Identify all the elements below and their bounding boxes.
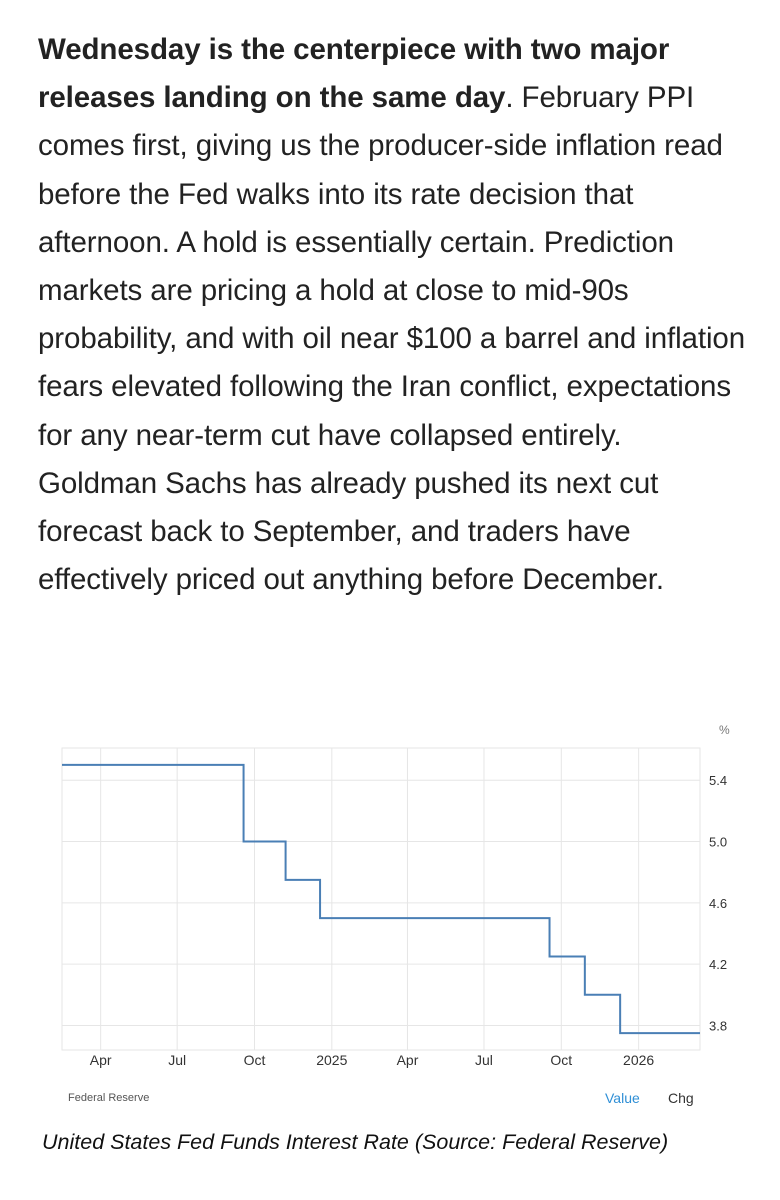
x-axis: Apr Jul Oct 2025 Apr Jul Oct 2026	[90, 1052, 655, 1068]
chart-footer: Federal Reserve Value Chg	[0, 1090, 780, 1110]
chart-grid	[61, 747, 701, 1051]
y-tick-label: 4.6	[709, 896, 727, 911]
x-tick-label: 2025	[316, 1052, 347, 1068]
chart-source: Federal Reserve	[68, 1092, 150, 1104]
x-tick-label: Oct	[550, 1052, 572, 1068]
tab-chg[interactable]: Chg	[668, 1090, 694, 1106]
y-tick-label: 5.0	[709, 835, 727, 850]
article-bold-lead: Wednesday is the centerpiece with two ma…	[38, 33, 670, 115]
rate-step-line	[62, 763, 700, 1035]
x-tick-label: 2026	[623, 1052, 654, 1068]
x-tick-label: Apr	[397, 1052, 419, 1068]
y-tick-label: 3.8	[709, 1018, 727, 1033]
y-axis: 3.8 4.2 4.6 5.0 5.4	[709, 773, 727, 1033]
y-tick-label: 5.4	[709, 773, 727, 788]
chart-caption: United States Fed Funds Interest Rate (S…	[42, 1130, 669, 1154]
x-tick-label: Apr	[90, 1052, 112, 1068]
chart-series	[61, 763, 701, 1035]
x-tick-label: Jul	[475, 1052, 493, 1068]
tab-value[interactable]: Value	[605, 1090, 640, 1106]
chart-canvas: Apr Jul Oct 2025 Apr Jul Oct 2026 3.8 4.2 4.6 5.0 5…	[61, 723, 730, 1068]
article-body: . February PPI comes first, giving us th…	[38, 81, 746, 597]
plot-frame	[61, 747, 701, 1051]
fed-funds-chart: Apr Jul Oct 2025 Apr Jul Oct 2026 3.8 4.2 4.6 5.0 5…	[0, 700, 780, 1120]
y-axis-unit: %	[719, 723, 730, 737]
y-tick-label: 4.2	[709, 957, 727, 972]
x-tick-label: Jul	[168, 1052, 186, 1068]
x-tick-label: Oct	[244, 1052, 266, 1068]
article-paragraph: Wednesday is the centerpiece with two ma…	[38, 26, 748, 604]
